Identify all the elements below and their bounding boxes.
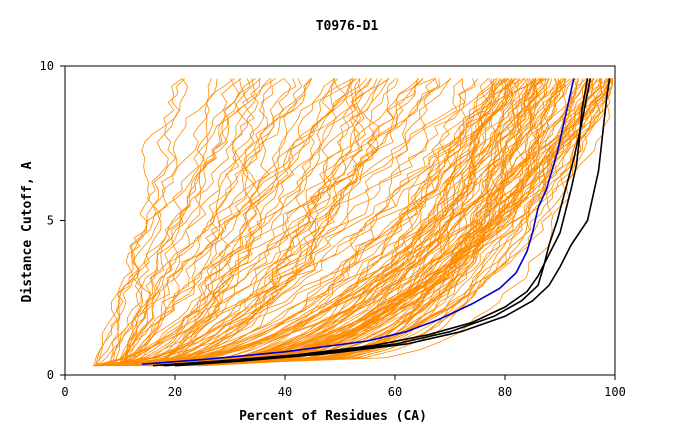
background-curve bbox=[147, 78, 435, 367]
background-curve bbox=[93, 78, 439, 367]
background-curve bbox=[160, 78, 513, 367]
background-curve bbox=[153, 78, 540, 367]
background-curve bbox=[165, 78, 584, 367]
background-curve bbox=[162, 78, 546, 367]
y-axis-ticks: 0 5 10 bbox=[40, 59, 65, 382]
background-curve bbox=[129, 78, 507, 367]
background-curve bbox=[181, 78, 602, 367]
background-curve bbox=[145, 78, 336, 367]
background-curve bbox=[120, 78, 313, 367]
background-curve bbox=[177, 78, 537, 367]
x-axis-label: Percent of Residues (CA) bbox=[239, 409, 427, 424]
y-axis-label: Distance Cutoff, A bbox=[20, 161, 35, 302]
highlight-curve bbox=[174, 78, 611, 367]
background-curve bbox=[132, 78, 372, 366]
background-curve bbox=[122, 78, 424, 367]
background-curve bbox=[168, 78, 519, 367]
background-curve bbox=[117, 78, 251, 366]
background-curve bbox=[146, 78, 399, 367]
background-curve bbox=[101, 78, 589, 367]
background-curve bbox=[163, 78, 595, 367]
background-curve bbox=[166, 78, 494, 367]
background-curve bbox=[138, 78, 549, 367]
background-curve bbox=[107, 78, 256, 366]
background-curve bbox=[99, 78, 389, 367]
background-curve bbox=[122, 78, 338, 366]
background-curve bbox=[148, 78, 509, 367]
background-curve bbox=[123, 78, 297, 366]
background-curve bbox=[148, 78, 346, 367]
x-tick-label: 100 bbox=[604, 385, 626, 399]
background-curve bbox=[182, 78, 516, 367]
x-tick-label: 20 bbox=[168, 385, 182, 399]
background-curve bbox=[110, 78, 364, 367]
background-curve bbox=[194, 78, 537, 367]
background-curve bbox=[199, 78, 607, 367]
y-tick-label: 0 bbox=[47, 368, 54, 382]
highlight-curves bbox=[141, 78, 611, 367]
background-curve bbox=[96, 78, 246, 367]
background-curve bbox=[157, 78, 602, 367]
background-curve bbox=[116, 78, 358, 367]
background-curve bbox=[202, 78, 601, 367]
background-curve bbox=[115, 78, 242, 366]
background-curve bbox=[176, 78, 613, 367]
background-curve bbox=[94, 78, 566, 367]
highlight-curve bbox=[141, 78, 575, 365]
background-curve bbox=[99, 78, 595, 367]
background-curve bbox=[113, 78, 186, 366]
background-curve bbox=[125, 78, 467, 367]
x-axis-ticks: 0 20 40 60 80 100 bbox=[61, 375, 626, 399]
background-curve bbox=[106, 78, 577, 367]
background-curve bbox=[108, 78, 382, 367]
x-tick-label: 0 bbox=[61, 385, 68, 399]
background-curve bbox=[163, 78, 567, 367]
background-curve bbox=[121, 78, 284, 366]
background-curve bbox=[174, 78, 548, 367]
background-curve bbox=[190, 78, 535, 367]
y-tick-label: 5 bbox=[47, 214, 54, 228]
background-curve bbox=[199, 78, 613, 367]
x-tick-label: 80 bbox=[498, 385, 512, 399]
background-curve bbox=[128, 78, 390, 367]
x-tick-label: 40 bbox=[278, 385, 292, 399]
background-curve bbox=[164, 78, 312, 367]
highlight-curve bbox=[163, 78, 592, 367]
background-curve bbox=[109, 78, 218, 366]
background-curve bbox=[165, 78, 559, 367]
background-curve bbox=[93, 78, 261, 366]
background-curve bbox=[139, 78, 525, 367]
background-curve bbox=[145, 78, 521, 367]
background-curve bbox=[108, 78, 257, 367]
highlight-curve bbox=[152, 78, 589, 367]
background-curve bbox=[125, 78, 183, 366]
background-curve bbox=[191, 78, 510, 367]
background-curve bbox=[98, 78, 497, 367]
background-curve bbox=[165, 78, 451, 367]
background-curve bbox=[187, 78, 559, 367]
background-curve bbox=[97, 78, 437, 367]
background-curve bbox=[129, 78, 368, 367]
background-curves bbox=[92, 78, 613, 367]
background-curve bbox=[118, 78, 479, 367]
background-curve bbox=[96, 78, 271, 367]
background-curve bbox=[103, 78, 397, 367]
background-curve bbox=[109, 78, 566, 367]
background-curve bbox=[107, 78, 610, 367]
background-curve bbox=[185, 78, 499, 367]
background-curve bbox=[94, 78, 510, 367]
background-curve bbox=[118, 78, 240, 366]
background-curve bbox=[150, 78, 534, 367]
background-curve bbox=[127, 78, 361, 367]
chart-title: T0976-D1 bbox=[316, 19, 379, 34]
x-tick-label: 60 bbox=[388, 385, 402, 399]
y-tick-label: 10 bbox=[40, 59, 54, 73]
background-curve bbox=[127, 78, 354, 366]
background-curve bbox=[160, 78, 613, 367]
background-curve bbox=[96, 78, 189, 366]
background-curve bbox=[139, 78, 489, 367]
background-curve bbox=[94, 78, 506, 367]
